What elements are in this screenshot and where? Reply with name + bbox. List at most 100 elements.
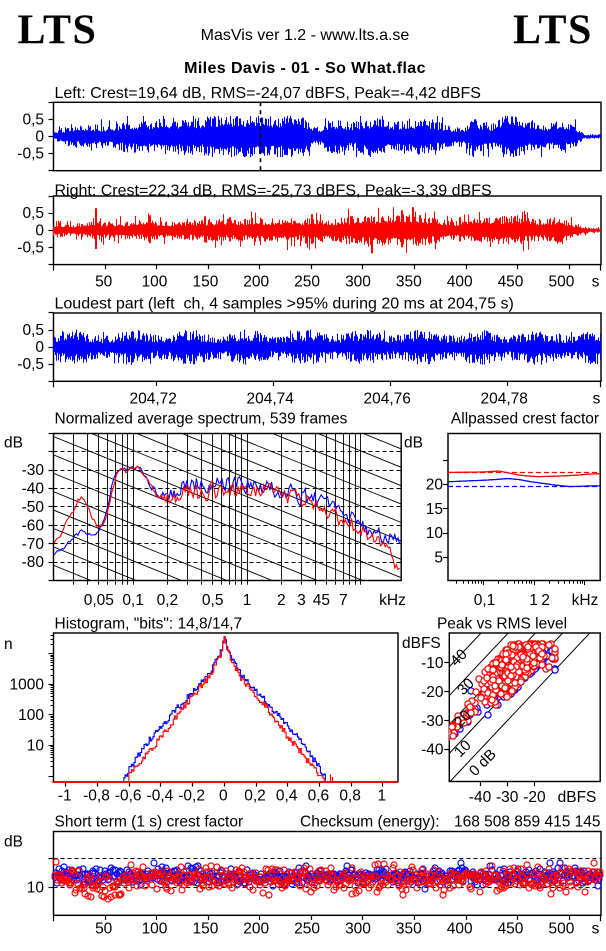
svg-text:10: 10 (27, 738, 45, 755)
svg-text:-30: -30 (496, 789, 519, 806)
svg-text:dB: dB (4, 834, 23, 851)
svg-text:50: 50 (95, 274, 113, 291)
svg-text:0: 0 (219, 788, 228, 805)
svg-text:1000: 1000 (10, 676, 45, 693)
svg-text:0: 0 (35, 222, 44, 239)
svg-text:-1: -1 (58, 788, 72, 805)
svg-text:10: 10 (27, 880, 45, 897)
svg-text:Short term (1 s) crest factor: Short term (1 s) crest factor (55, 814, 244, 831)
svg-text:kHz: kHz (572, 592, 599, 609)
svg-text:-20: -20 (421, 684, 444, 701)
svg-text:s: s (593, 391, 601, 408)
svg-text:-0,5: -0,5 (17, 356, 44, 373)
svg-text:Left: Crest=19,64 dB, RMS=-24,: Left: Crest=19,64 dB, RMS=-24,07 dBFS, P… (55, 85, 481, 102)
svg-text:204,76: 204,76 (363, 391, 410, 408)
svg-text:-60: -60 (22, 517, 45, 534)
svg-text:7: 7 (339, 592, 348, 609)
svg-text:-40: -40 (421, 742, 444, 759)
svg-text:100: 100 (142, 274, 168, 291)
svg-text:0,1: 0,1 (122, 592, 144, 609)
svg-text:450: 450 (498, 921, 524, 938)
svg-text:-30: -30 (22, 462, 45, 479)
svg-text:-0,5: -0,5 (17, 146, 44, 163)
svg-text:-10: -10 (421, 655, 444, 672)
svg-text:1: 1 (377, 788, 386, 805)
svg-text:45: 45 (313, 592, 330, 609)
svg-text:100: 100 (18, 707, 44, 724)
svg-text:-0,6: -0,6 (115, 788, 142, 805)
svg-text:Histogram, "bits": 14,8/14,7: Histogram, "bits": 14,8/14,7 (55, 616, 243, 633)
svg-text:20: 20 (426, 476, 444, 493)
svg-text:Loudest part (left ch, 4 samp: Loudest part (left ch, 4 samples >95% du… (55, 296, 514, 313)
svg-text:dB: dB (404, 435, 423, 452)
svg-text:400: 400 (447, 274, 473, 291)
svg-text:dBFS: dBFS (558, 789, 597, 806)
svg-text:-20: -20 (523, 789, 546, 806)
svg-text:350: 350 (396, 274, 422, 291)
svg-text:250: 250 (294, 921, 320, 938)
svg-text:500: 500 (548, 921, 574, 938)
svg-text:kHz: kHz (379, 592, 406, 609)
svg-text:-40: -40 (469, 789, 492, 806)
svg-text:200: 200 (243, 274, 269, 291)
svg-text:100: 100 (142, 921, 168, 938)
svg-text:400: 400 (447, 921, 473, 938)
svg-text:300: 300 (345, 274, 371, 291)
svg-text:LTS: LTS (513, 8, 593, 54)
svg-text:2: 2 (541, 592, 550, 609)
svg-text:-0,2: -0,2 (178, 788, 205, 805)
svg-text:-0,5: -0,5 (17, 240, 44, 257)
svg-text:0,1: 0,1 (474, 592, 496, 609)
svg-text:0,2: 0,2 (157, 592, 179, 609)
svg-text:300: 300 (345, 921, 371, 938)
svg-text:-40: -40 (22, 481, 45, 498)
svg-text:-30: -30 (421, 713, 444, 730)
svg-text:10: 10 (426, 525, 444, 542)
svg-text:204,78: 204,78 (480, 391, 527, 408)
svg-text:0,5: 0,5 (22, 322, 44, 339)
svg-text:0,4: 0,4 (276, 788, 298, 805)
svg-text:dBFS: dBFS (402, 635, 441, 652)
svg-text:-50: -50 (22, 499, 45, 516)
svg-text:0: 0 (35, 339, 44, 356)
svg-text:0,6: 0,6 (308, 788, 330, 805)
svg-text:204,72: 204,72 (129, 391, 176, 408)
svg-text:168 508 859 415 145: 168 508 859 415 145 (454, 814, 601, 831)
svg-text:Checksum (energy):: Checksum (energy): (300, 814, 440, 831)
svg-text:LTS: LTS (18, 8, 98, 54)
svg-text:1: 1 (243, 592, 252, 609)
svg-text:450: 450 (498, 274, 524, 291)
svg-text:5: 5 (434, 550, 443, 567)
svg-text:500: 500 (548, 274, 574, 291)
svg-text:1: 1 (529, 592, 538, 609)
svg-text:250: 250 (294, 274, 320, 291)
svg-text:0: 0 (35, 129, 44, 146)
svg-text:Allpassed crest factor: Allpassed crest factor (451, 411, 599, 428)
svg-text:0,2: 0,2 (244, 788, 266, 805)
svg-text:Normalized average spectrum, 5: Normalized average spectrum, 539 frames (55, 411, 348, 428)
svg-text:s: s (592, 274, 600, 291)
svg-text:Peak vs RMS level: Peak vs RMS level (437, 616, 567, 633)
svg-text:15: 15 (426, 501, 443, 518)
svg-text:150: 150 (192, 921, 218, 938)
svg-text:0,8: 0,8 (339, 788, 361, 805)
svg-text:dB: dB (4, 435, 23, 452)
svg-text:Right: Crest=22,34 dB, RMS=-25: Right: Crest=22,34 dB, RMS=-25,73 dBFS, … (55, 182, 492, 199)
svg-text:0,5: 0,5 (22, 205, 44, 222)
svg-text:MasVis ver 1.2 - www.lts.a.se: MasVis ver 1.2 - www.lts.a.se (201, 27, 410, 44)
svg-text:2: 2 (277, 592, 286, 609)
svg-text:-80: -80 (22, 554, 45, 571)
svg-text:350: 350 (396, 921, 422, 938)
svg-text:Miles Davis - 01 - So What.fla: Miles Davis - 01 - So What.flac (184, 60, 426, 77)
svg-text:50: 50 (95, 921, 113, 938)
svg-text:3: 3 (297, 592, 306, 609)
svg-text:0,5: 0,5 (202, 592, 224, 609)
svg-text:204,74: 204,74 (246, 391, 294, 408)
svg-text:-70: -70 (22, 536, 45, 553)
svg-text:n: n (4, 636, 13, 653)
svg-text:0,5: 0,5 (22, 111, 44, 128)
svg-text:-0,8: -0,8 (83, 788, 110, 805)
svg-text:s: s (592, 921, 600, 938)
svg-text:200: 200 (243, 921, 269, 938)
svg-text:150: 150 (192, 274, 218, 291)
